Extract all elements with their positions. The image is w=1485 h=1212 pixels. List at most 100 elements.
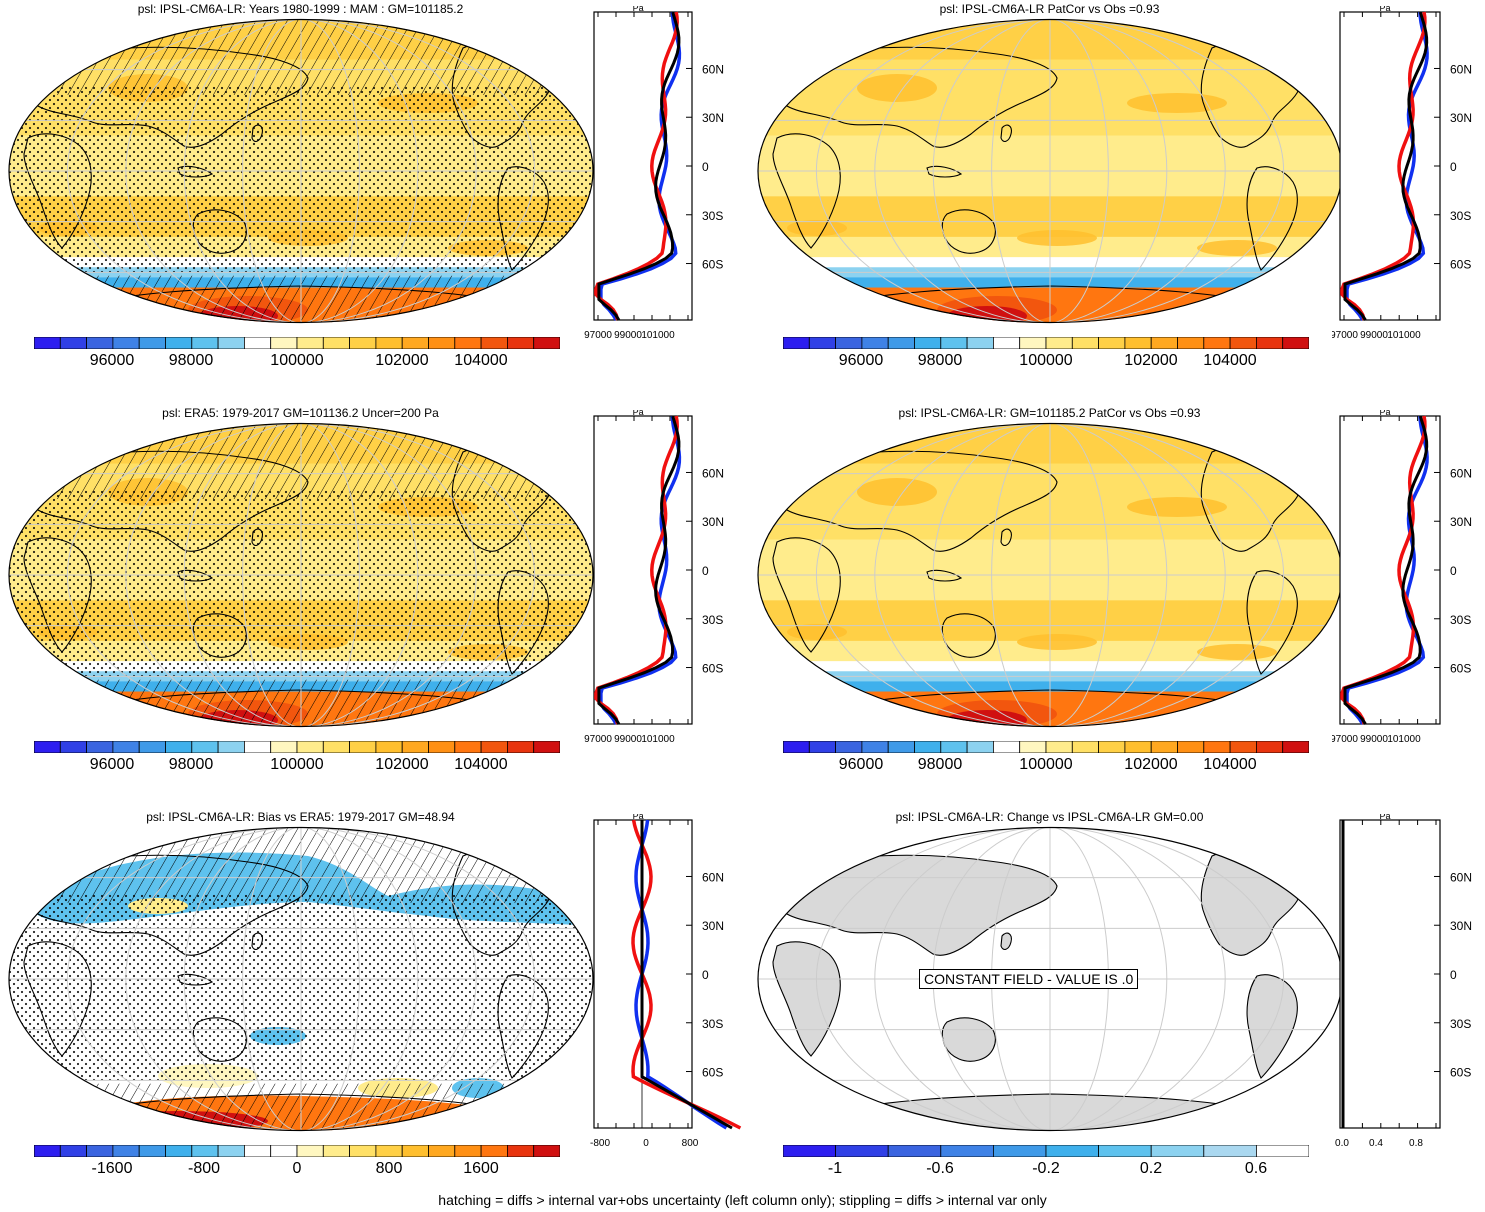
zonal-profile-6: Pa 0.0 0.4 0.8 60N 30N 0 30S 60S [1335, 814, 1472, 1149]
zonal-profile-1: Pa 97000 99000 101000 60N 30N 0 30S 60S [584, 6, 724, 341]
colorbar-4 [783, 741, 1309, 753]
svg-text:60N: 60N [1450, 466, 1472, 480]
panel-title-2: psl: IPSL-CM6A-LR PatCor vs Obs =0.93 [939, 2, 1160, 16]
colorbar-3 [34, 741, 560, 753]
map-panel-4 [757, 422, 1343, 728]
panel-title-6: psl: IPSL-CM6A-LR: Change vs IPSL-CM6A-L… [895, 810, 1204, 824]
zonal-profile-3: Pa 97000 99000 101000 60N 30N 0 30S 60S [584, 410, 724, 745]
colorbar-1-label: 98000 [168, 352, 214, 369]
svg-text:60S: 60S [1450, 1066, 1471, 1080]
svg-text:30N: 30N [702, 111, 724, 125]
colorbar-5-label: -800 [187, 1160, 221, 1177]
svg-text:0.4: 0.4 [1369, 1138, 1383, 1149]
svg-text:Pa: Pa [1379, 410, 1390, 417]
colorbar-1-label: 100000 [270, 352, 324, 369]
svg-text:101000: 101000 [641, 734, 675, 745]
svg-text:Pa: Pa [633, 410, 644, 417]
svg-text:Pa: Pa [633, 6, 644, 13]
svg-text:-800: -800 [590, 1138, 610, 1149]
svg-text:0: 0 [643, 1138, 649, 1149]
colorbar-6-label: -0.2 [1032, 1160, 1060, 1177]
svg-text:0: 0 [1450, 564, 1457, 578]
svg-text:30N: 30N [1450, 515, 1472, 529]
svg-text:97000: 97000 [1332, 734, 1358, 745]
svg-text:99000: 99000 [614, 734, 642, 745]
colorbar-5-label: 0 [292, 1160, 302, 1177]
svg-text:97000: 97000 [1332, 330, 1358, 341]
colorbar-2-label: 96000 [838, 352, 884, 369]
svg-text:0: 0 [702, 564, 709, 578]
colorbar-4-label: 96000 [838, 756, 884, 773]
svg-text:97000: 97000 [584, 330, 612, 341]
svg-text:101000: 101000 [641, 330, 675, 341]
colorbar-6-label: -0.6 [926, 1160, 954, 1177]
colorbar-2-label: 98000 [917, 352, 963, 369]
map-panel-5 [8, 826, 594, 1132]
panel-title-5: psl: IPSL-CM6A-LR: Bias vs ERA5: 1979-20… [146, 810, 455, 824]
colorbar-6 [783, 1145, 1309, 1157]
svg-text:0: 0 [702, 968, 709, 982]
colorbar-3-label: 102000 [375, 756, 429, 773]
colorbar-6-label: 0.2 [1139, 1160, 1163, 1177]
colorbar-2 [783, 337, 1309, 349]
colorbar-1-label: 104000 [454, 352, 508, 369]
colorbar-5-label: -1600 [91, 1160, 133, 1177]
svg-text:101000: 101000 [1387, 734, 1421, 745]
svg-text:Pa: Pa [1379, 814, 1390, 821]
svg-text:99000: 99000 [614, 330, 642, 341]
svg-text:30N: 30N [1450, 111, 1472, 125]
colorbar-1 [34, 337, 560, 349]
svg-text:Pa: Pa [633, 814, 644, 821]
svg-text:60S: 60S [1450, 258, 1471, 272]
svg-text:30N: 30N [702, 515, 724, 529]
map-panel-1 [8, 18, 594, 324]
svg-text:60N: 60N [1450, 870, 1472, 884]
colorbar-3-label: 100000 [270, 756, 324, 773]
colorbar-3-label: 98000 [168, 756, 214, 773]
svg-text:60S: 60S [702, 258, 723, 272]
svg-text:60N: 60N [702, 870, 724, 884]
colorbar-3-label: 96000 [89, 756, 135, 773]
svg-text:30S: 30S [702, 1017, 723, 1031]
svg-text:0.8: 0.8 [1409, 1138, 1423, 1149]
svg-text:60N: 60N [702, 466, 724, 480]
svg-text:30N: 30N [1450, 919, 1472, 933]
colorbar-1-label: 102000 [375, 352, 429, 369]
svg-text:60N: 60N [1450, 62, 1472, 76]
svg-text:0.0: 0.0 [1335, 1138, 1349, 1149]
svg-text:99000: 99000 [1360, 734, 1388, 745]
colorbar-6-label: -1 [827, 1160, 843, 1177]
colorbar-4-label: 98000 [917, 756, 963, 773]
svg-text:97000: 97000 [584, 734, 612, 745]
map-panel-2 [757, 18, 1343, 324]
colorbar-5 [34, 1145, 560, 1157]
svg-text:30S: 30S [702, 209, 723, 223]
panel-title-3: psl: ERA5: 1979-2017 GM=101136.2 Uncer=2… [162, 406, 439, 420]
svg-text:30S: 30S [1450, 613, 1471, 627]
colorbar-1-label: 96000 [89, 352, 135, 369]
map-panel-3 [8, 422, 594, 728]
colorbar-5-label: 800 [375, 1160, 403, 1177]
svg-text:30N: 30N [702, 919, 724, 933]
svg-text:0: 0 [1450, 968, 1457, 982]
svg-text:60S: 60S [702, 1066, 723, 1080]
svg-text:30S: 30S [702, 613, 723, 627]
svg-text:60S: 60S [702, 662, 723, 676]
colorbar-4-label: 102000 [1124, 756, 1178, 773]
zonal-profile-2: Pa 97000 99000 101000 60N 30N 0 30S 60S [1332, 6, 1472, 341]
svg-text:30S: 30S [1450, 1017, 1471, 1031]
svg-text:30S: 30S [1450, 209, 1471, 223]
colorbar-6-label: 0.6 [1244, 1160, 1268, 1177]
colorbar-4-label: 104000 [1203, 756, 1257, 773]
constant-field-label: CONSTANT FIELD - VALUE IS .0 [919, 969, 1139, 989]
svg-text:0: 0 [702, 160, 709, 174]
zonal-profile-4: Pa 97000 99000 101000 60N 30N 0 30S 60S [1332, 410, 1472, 745]
panel-title-1: psl: IPSL-CM6A-LR: Years 1980-1999 : MAM… [137, 2, 464, 16]
footnote: hatching = diffs > internal var+obs unce… [438, 1192, 1047, 1208]
svg-text:99000: 99000 [1360, 330, 1388, 341]
colorbar-2-label: 100000 [1019, 352, 1073, 369]
colorbar-3-label: 104000 [454, 756, 508, 773]
colorbar-2-label: 104000 [1203, 352, 1257, 369]
colorbar-5-label: 1600 [463, 1160, 499, 1177]
panel-title-4: psl: IPSL-CM6A-LR: GM=101185.2 PatCor vs… [898, 406, 1201, 420]
